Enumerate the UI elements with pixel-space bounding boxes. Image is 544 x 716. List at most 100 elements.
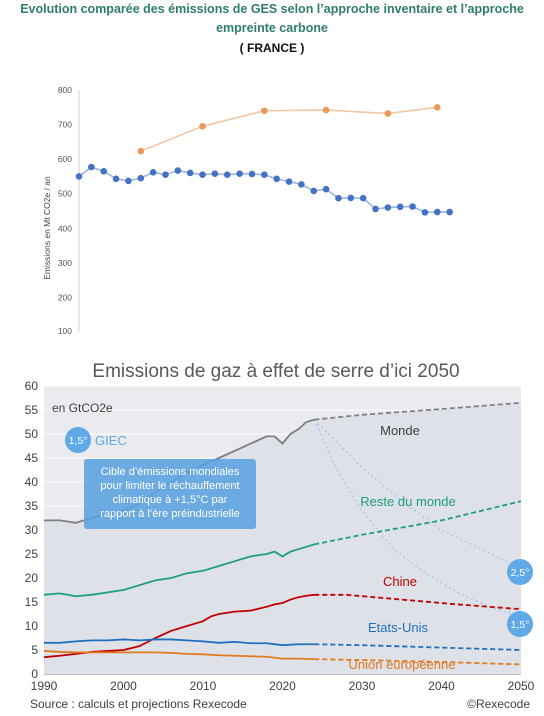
data-point: [261, 107, 268, 115]
x-tick-label: 2040: [428, 679, 455, 693]
y-tick-label: 20: [25, 571, 39, 585]
france-emissions-chart: Emissions en Mt CO2e / an 200 300 400 500 60…: [42, 85, 453, 336]
unit-label: en GtCO2e: [52, 401, 113, 415]
chart-title-line-1: Evolution comparée des émissions de GES …: [20, 2, 524, 16]
data-point: [310, 187, 318, 195]
y-tick-label: 800: [58, 85, 72, 95]
y-tick-label: 0: [31, 667, 38, 681]
copyright-note: ©Rexecode: [467, 697, 530, 711]
data-point: [125, 177, 132, 185]
data-point: [372, 205, 379, 213]
data-point: [384, 110, 392, 117]
y-tick-label: 15: [25, 595, 39, 609]
data-point: [137, 147, 145, 155]
data-point: [433, 103, 441, 111]
scenario-badge-1: [507, 559, 533, 585]
x-tick-label: 2010: [190, 679, 217, 693]
giec-annotation-line: rapport à l’ère préindustrielle: [100, 508, 239, 520]
series-line-1: [140, 106, 438, 152]
data-point: [347, 194, 355, 202]
series-line-etats-unis: [44, 638, 315, 647]
series-label-etats-unis: Etats-Unis: [368, 620, 428, 635]
giec-badge-label: 1,5°: [69, 435, 88, 447]
data-point: [285, 178, 293, 185]
data-point: [137, 174, 145, 182]
chart-title-line-2: empreinte carbone: [216, 21, 328, 35]
data-point: [100, 167, 108, 175]
data-point: [248, 170, 256, 178]
scenario-badge-2: [507, 611, 533, 637]
y-tick-label-partial: 100: [58, 326, 72, 336]
scenario-badge-label: 1,5°: [511, 619, 530, 631]
data-point: [199, 123, 206, 130]
data-point: [174, 167, 182, 174]
series-label-reste-du-monde: Reste du monde: [360, 494, 455, 509]
data-point: [298, 181, 305, 188]
data-point: [223, 171, 231, 178]
data-point: [322, 106, 330, 114]
y-axis-label: Emissions en Mt CO2e / an: [42, 176, 52, 280]
series-label-union-europeenne: Union européenne: [349, 657, 456, 672]
data-point: [359, 194, 367, 202]
data-point: [162, 171, 169, 178]
x-tick-label: 1990: [31, 679, 58, 693]
giec-heading: GIEC: [95, 433, 127, 448]
x-tick-label: 2000: [110, 679, 137, 693]
y-tick-label: 700: [58, 120, 72, 130]
data-point: [112, 175, 120, 183]
source-note: Source : calculs et projections Rexecode: [30, 697, 247, 711]
giec-annotation-line: pour limiter le réchauffement: [100, 480, 239, 492]
y-tick-label: 300: [58, 258, 72, 268]
chart2-title: Emissions de gaz à effet de serre d’ici …: [92, 361, 459, 382]
data-point: [409, 203, 416, 210]
world-ghg-chart: Emissions de gaz à effet de serre d’ici …: [25, 361, 535, 711]
y-tick-label: 10: [25, 619, 39, 633]
y-tick-label: 55: [25, 403, 39, 417]
series-label-monde: Monde: [380, 423, 420, 438]
y-tick-label: 60: [25, 379, 39, 393]
data-point: [236, 170, 243, 177]
y-tick-label: 500: [58, 189, 72, 199]
x-tick-label: 2020: [269, 679, 296, 693]
giec-annotation-box: [84, 459, 256, 529]
y-tick-label: 50: [25, 427, 39, 441]
data-point: [88, 163, 95, 171]
data-point: [261, 171, 268, 178]
world-area: [44, 402, 521, 674]
y-tick-label: 5: [31, 643, 38, 657]
scenario-curve-2: [313, 419, 522, 618]
giec-badge: [65, 427, 91, 453]
giec-annotation-line: climatique à +1,5°C par: [113, 494, 228, 506]
data-point: [335, 194, 342, 202]
data-point: [273, 175, 280, 183]
series-line-union-europeenne: [43, 650, 315, 661]
chart-subtitle: ( FRANCE ): [239, 41, 305, 55]
series-line-chine: [43, 593, 315, 659]
scenario-curve-1: [313, 419, 522, 570]
y-tick-label: 400: [58, 223, 72, 233]
data-point: [75, 173, 83, 180]
scenario-badge-label: 2,5°: [511, 567, 530, 579]
data-point: [322, 185, 330, 193]
x-tick-label: 2030: [349, 679, 376, 693]
projection-line-chine: [314, 593, 522, 611]
data-point: [384, 204, 392, 211]
y-tick-label: 35: [25, 499, 39, 513]
series-line-reste-du-monde: [43, 543, 315, 598]
data-point: [186, 169, 194, 177]
y-tick-label: 25: [25, 547, 39, 561]
y-tick-label: 200: [58, 292, 72, 302]
y-tick-label: 600: [58, 154, 72, 164]
data-point: [421, 209, 429, 216]
data-point: [199, 171, 206, 178]
data-point: [446, 208, 453, 216]
data-point: [396, 203, 404, 211]
y-tick-label: 40: [25, 475, 39, 489]
y-tick-label: 45: [25, 451, 39, 465]
data-point: [433, 208, 441, 216]
data-point: [211, 170, 219, 177]
projection-line-reste-du-monde: [314, 500, 522, 546]
giec-annotation-line: Cible d’émissions mondiales: [101, 466, 240, 478]
y-tick-label: 30: [25, 523, 39, 537]
data-point: [149, 168, 157, 176]
